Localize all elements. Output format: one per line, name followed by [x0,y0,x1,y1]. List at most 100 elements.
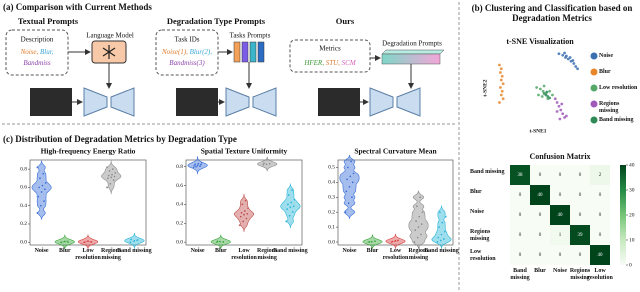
point [499,67,503,71]
sample-point [420,222,423,226]
sample-point [418,215,421,218]
sample-point [90,240,93,244]
sample-point [370,240,373,243]
sample-point [133,239,136,243]
sample-point [289,206,292,209]
point [546,95,550,98]
point [548,89,552,93]
x-tick-label: Low resolution [75,248,101,261]
legend-label: Low resolution [599,85,638,91]
degradation-prompts [381,53,441,65]
panel-title: (c) Distribution of Degradation Metrics … [3,134,237,144]
point [499,78,503,82]
item: Bandmiss [23,59,51,67]
cell-label: 0 [599,213,602,218]
item: Noise(1), [161,48,188,56]
sample-point [193,163,197,166]
cell-label: 0 [599,233,602,238]
sample-point [40,190,43,194]
chart-title: High-frequency Energy Ratio [41,147,136,156]
x-tick-label: Low resolution [382,248,409,261]
sample-point [421,210,424,214]
item: STU, [326,59,340,67]
plot-frame [337,159,454,246]
legend-label: Regions missing [599,101,620,114]
cell [570,185,590,205]
sample-point [345,178,349,181]
column-label: Low resolution [587,268,613,281]
cell-label: 0 [539,253,542,258]
heading: Textual Prompts [18,16,79,26]
cell [550,205,570,225]
point [566,57,570,61]
cell-label: 0 [559,193,562,198]
panel-title: (a) Comparison with Current Methods [3,2,152,12]
y-tick-label: 0.1 [328,224,335,230]
items: HFER, STU, SCM [303,59,357,67]
sample-point [106,177,110,180]
point [498,71,502,74]
sample-point [373,240,377,243]
row-label: Band missing [470,169,505,175]
point [565,114,568,118]
sample-point [441,221,444,224]
sample-point [83,241,86,244]
sample-point [245,217,248,220]
row-label: Noise [470,209,484,215]
colorbar-tick-label: 0 [629,262,632,268]
sample-point [351,181,354,184]
sample-point [66,240,70,244]
sample-point [415,205,419,208]
x-tick-label: Noise [342,248,357,254]
point [574,65,578,68]
cell-label: 40 [598,253,604,258]
sample-point [417,225,420,229]
task-prompts [233,41,265,63]
cell-label: 0 [599,193,602,198]
point [555,101,559,104]
point [535,86,539,89]
sample-point [241,203,244,206]
sample-point [436,240,439,244]
y-tick-label: 0.6 [176,183,183,189]
point [545,90,549,94]
column-label: Regions missing [569,268,591,281]
cell-label: 38 [518,173,524,178]
prompt-bar-top [381,49,445,55]
point [544,93,548,97]
sample-point [345,190,348,193]
point [561,112,565,116]
prompts-label: Degradation Prompts [382,40,442,48]
sample-point [216,240,219,243]
sample-point [293,198,296,201]
chart-title: t-SNE Visualization [506,37,574,46]
colorbar-tick-label: 20 [629,212,635,218]
sample-point [286,203,290,206]
cell-label: 0 [559,253,562,258]
sample-point [240,211,243,215]
violin [408,190,429,249]
point [498,63,501,67]
frozen-icon [102,45,116,59]
chart-title: Spatial Texture Uniformity [201,147,288,156]
sample-point [346,166,350,169]
violin [233,193,255,232]
sample-point [290,201,293,204]
sample-point [241,220,245,223]
point [555,110,559,113]
point [558,117,562,121]
sample-point [239,215,242,218]
sample-point [292,205,295,208]
sample-point [107,174,110,177]
sample-point [129,241,132,244]
item: Blur(2), [190,48,213,56]
model-label: Language Model [86,32,134,40]
item: Noise, [20,48,39,56]
sample-point [113,175,116,178]
cell-label: 0 [579,193,582,198]
spectrogram [176,88,218,116]
sample-point [442,237,446,241]
sample-point [440,233,443,236]
column-label: Blur [534,268,546,274]
items: Bandmiss(3) [169,59,205,67]
